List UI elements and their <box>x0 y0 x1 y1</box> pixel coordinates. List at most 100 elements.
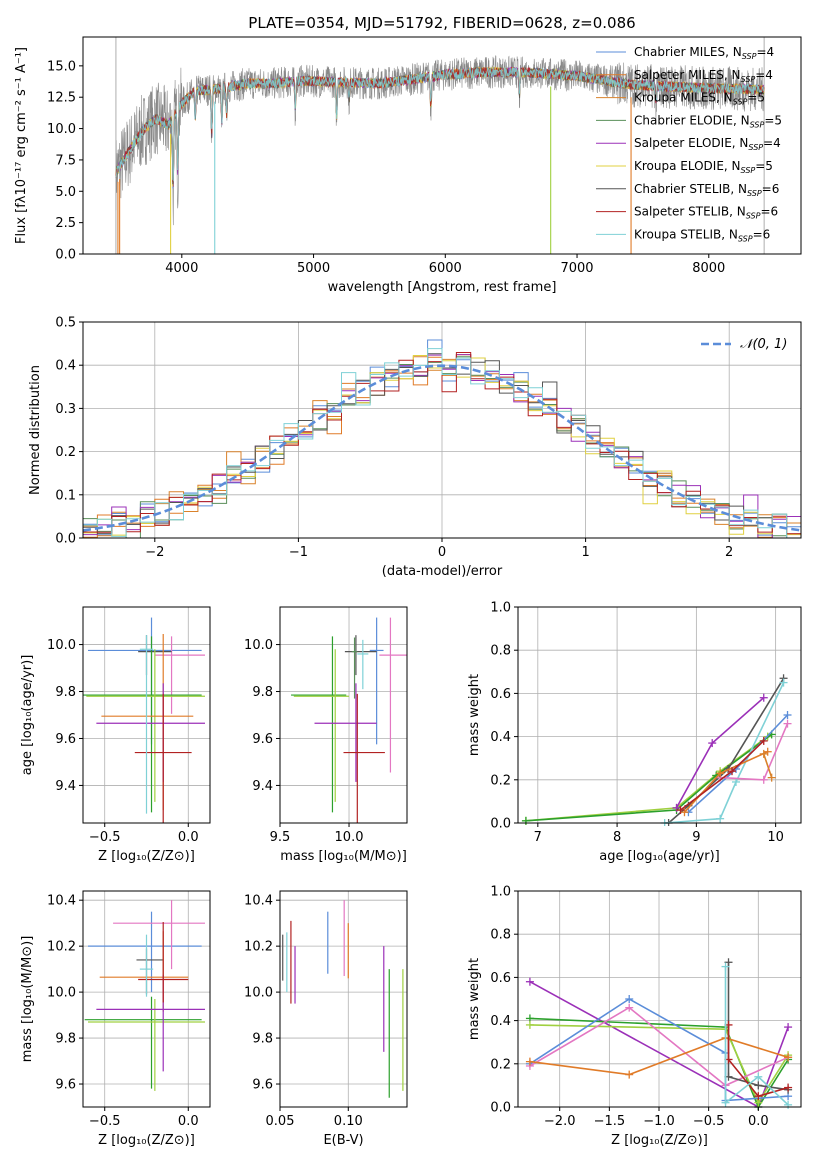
spectrum-plot-area <box>115 37 765 254</box>
weight-marker <box>783 711 792 719</box>
y-axis-label: mass weight <box>467 958 482 1040</box>
x-axis-label: age [log₁₀(age/yr)] <box>599 849 720 864</box>
x-tick-label: 8000 <box>692 261 725 276</box>
weight-marker <box>754 1072 763 1081</box>
y-tick-label: 0.6 <box>490 687 511 702</box>
y-tick-label: 5.0 <box>55 185 76 200</box>
y-tick-label: 10.4 <box>47 894 76 909</box>
legend-entry: Kroupa MILES, NSSP=5 <box>634 91 765 107</box>
legend-entry: Chabrier ELODIE, NSSP=5 <box>634 113 782 129</box>
y-tick-label: 9.4 <box>55 779 76 794</box>
weight-marker <box>676 806 685 815</box>
mass-weight-vs-Z-panel: −2.0 −1.5 −1.0 −0.5 0.0 0.0 0.2 0.4 0.6 0.8 1.0 Z [… <box>467 885 802 1148</box>
y-axis-label: Flux [fλ10⁻¹⁷ erg cm⁻² s⁻¹ A⁻¹] <box>14 47 29 244</box>
errorbar-point <box>136 948 164 995</box>
x-tick-label: 4000 <box>165 261 198 276</box>
weight-series-line <box>529 1006 789 1087</box>
errorbar-point <box>379 617 407 773</box>
errorbar-point <box>113 900 205 970</box>
errorbar-point <box>351 637 358 699</box>
weight-series-line <box>724 966 789 1106</box>
y-tick-label: 1.0 <box>490 601 511 616</box>
x-tick-label: 9.5 <box>270 830 291 845</box>
y-axis-label: age [log₁₀(age/yr)] <box>20 655 35 776</box>
x-tick-label: 10 <box>767 830 784 845</box>
x-tick-label: 0.0 <box>178 1114 199 1129</box>
y-tick-label: 0.4 <box>490 730 511 745</box>
x-axis-label: Z [log₁₀(Z/Z⊙)] <box>98 849 195 864</box>
x-axis-label: mass [log₁₀(M/M⊙)] <box>280 849 407 864</box>
y-tick-label: 1.0 <box>490 885 511 900</box>
y-tick-label: 0.0 <box>55 532 76 547</box>
errorbar-point <box>344 635 377 676</box>
y-tick-label: 0.0 <box>490 1101 511 1116</box>
weight-marker <box>716 769 725 778</box>
weight-marker <box>525 1057 534 1066</box>
histogram-area <box>83 339 801 538</box>
x-tick-label: 0 <box>438 545 446 560</box>
y-tick-label: 9.6 <box>252 732 273 747</box>
y-tick-label: 0.4 <box>490 1014 511 1029</box>
weights-area <box>525 958 793 1110</box>
x-tick-label: −1.0 <box>643 1114 675 1129</box>
x-axis-label: (data-model)/error <box>382 564 503 579</box>
errorbar-point <box>83 636 202 813</box>
x-tick-label: −2.0 <box>544 1114 576 1129</box>
spectrum-panel: 4000 5000 6000 7000 8000 0.0 2.5 5.0 7.5 10.0 12.5… <box>14 14 802 295</box>
y-tick-label: 12.5 <box>47 91 76 106</box>
x-tick-label: 7000 <box>560 261 593 276</box>
spectrum-legend: Chabrier MILES, NSSP=4 Salpeter MILES, NS… <box>596 45 782 243</box>
axes-frame <box>517 606 802 824</box>
weight-marker <box>525 1020 534 1029</box>
weight-series-line <box>529 1037 789 1076</box>
legend-entry: Chabrier MILES, NSSP=4 <box>634 45 774 61</box>
legend-entry: 𝒩(0, 1) <box>740 337 787 352</box>
weight-marker <box>784 1023 793 1032</box>
y-tick-label: 10.0 <box>47 122 76 137</box>
errorbar-point <box>86 649 205 802</box>
weight-marker <box>721 1098 730 1107</box>
weight-marker <box>759 749 768 758</box>
weight-marker <box>759 736 768 745</box>
y-tick-label: 9.8 <box>252 685 273 700</box>
errorbar-point <box>134 693 192 823</box>
errorbar-point <box>84 996 202 1089</box>
errorbar-point <box>138 922 189 1003</box>
errorbar-point <box>343 693 385 823</box>
x-tick-label: −0.5 <box>89 830 121 845</box>
errorbar-area <box>282 900 404 1098</box>
residual-histogram-line <box>83 348 801 538</box>
weight-marker <box>625 1070 634 1079</box>
y-axis-label: Normed distribution <box>28 365 43 495</box>
y-tick-label: 15.0 <box>47 59 76 74</box>
y-tick-label: 2.5 <box>55 216 76 231</box>
errorbar-point <box>293 649 350 802</box>
weight-marker <box>754 1092 763 1101</box>
weight-series-line <box>525 733 773 822</box>
y-tick-label: 0.3 <box>55 402 76 417</box>
y-tick-label: 0.2 <box>490 1057 511 1072</box>
errorbar-point <box>101 634 194 811</box>
y-tick-label: 0.8 <box>490 644 511 659</box>
y-tick-label: 10.0 <box>244 638 273 653</box>
y-tick-label: 9.8 <box>252 1032 273 1047</box>
axes-frame <box>279 890 408 1108</box>
weights-area <box>521 674 792 826</box>
weight-series-line <box>664 682 785 824</box>
weight-marker <box>625 1003 634 1012</box>
y-tick-label: 9.4 <box>252 779 273 794</box>
errorbar-area <box>83 617 205 823</box>
mass-vs-EBV-panel: 0.05 0.10 9.6 9.8 10.0 10.2 10.4 E(B-V) <box>244 890 408 1148</box>
y-tick-label: 10.2 <box>244 940 273 955</box>
weight-marker <box>759 693 768 702</box>
y-tick-label: 0.5 <box>55 316 76 331</box>
weight-marker <box>724 958 733 967</box>
errorbar-point <box>357 639 369 690</box>
weight-marker <box>759 775 768 784</box>
y-tick-label: 0.0 <box>55 248 76 263</box>
model-fit-line <box>115 66 765 182</box>
y-tick-label: 10.0 <box>47 986 76 1001</box>
legend-entry: Salpeter ELODIE, NSSP=4 <box>634 136 781 152</box>
weight-marker <box>784 1100 793 1109</box>
